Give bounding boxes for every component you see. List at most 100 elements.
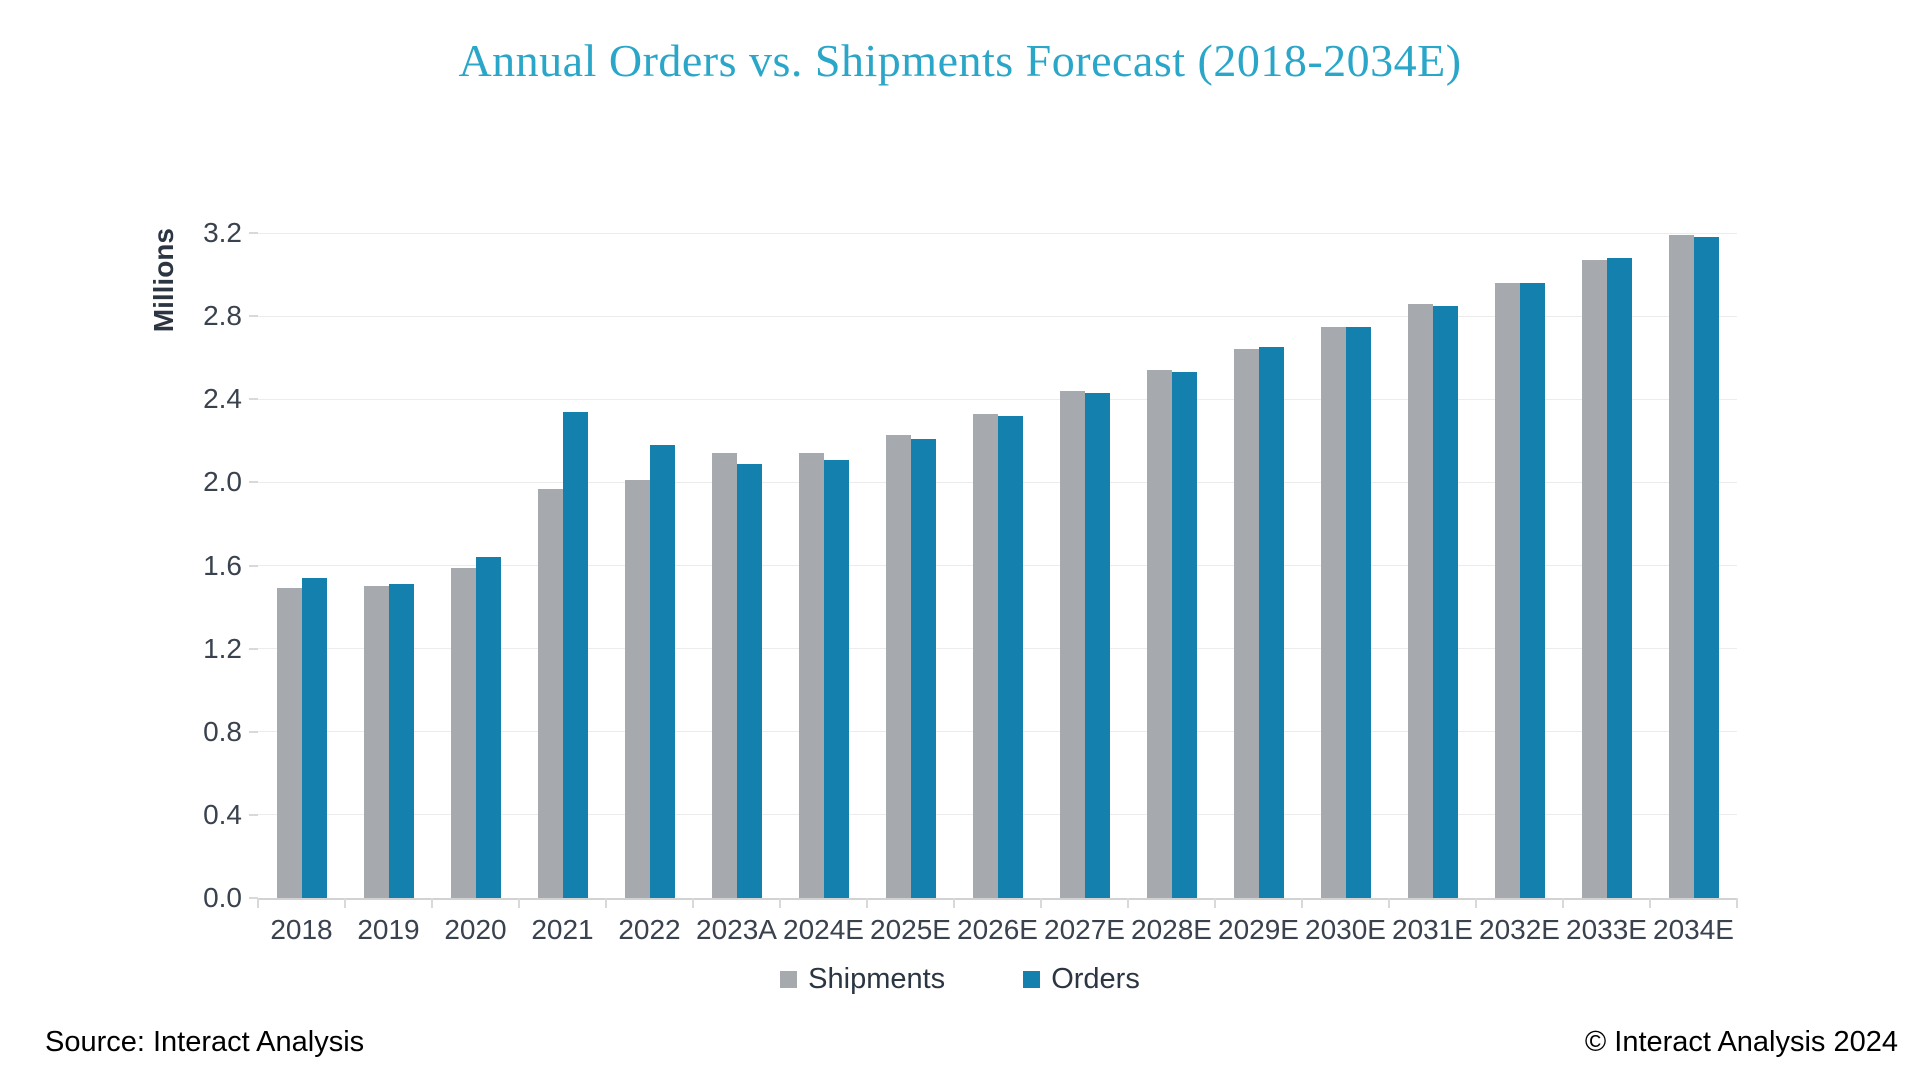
x-axis-tick <box>1301 898 1303 908</box>
x-tick-label: 2034E <box>1653 914 1734 945</box>
legend: Shipments Orders <box>0 963 1920 996</box>
bar-shipments-2019 <box>363 586 389 898</box>
bar-shipments-2032E <box>1494 282 1520 898</box>
bar-orders-2034E <box>1693 237 1719 898</box>
x-axis-tick <box>518 898 520 908</box>
x-axis-tick <box>605 898 607 908</box>
gridline <box>258 232 1737 234</box>
x-axis-tick <box>1214 898 1216 908</box>
bar-shipments-2025E <box>885 434 911 898</box>
y-tick-label: 0.8 <box>203 715 242 747</box>
bar-orders-2028E <box>1171 372 1197 898</box>
bar-orders-2020 <box>475 557 501 898</box>
copyright-note: © Interact Analysis 2024 <box>1584 1026 1898 1058</box>
x-axis-tick <box>431 898 433 908</box>
bar-orders-2018 <box>301 577 327 898</box>
x-axis-tick <box>866 898 868 908</box>
x-tick-label: 2018 <box>270 914 333 945</box>
x-tick-label: 2025E <box>870 914 951 945</box>
x-tick-label: 2019 <box>357 914 420 945</box>
bar-shipments-2024E <box>798 453 824 898</box>
x-axis-tick <box>692 898 694 908</box>
y-tick-label: 1.2 <box>203 632 242 664</box>
legend-swatch-icon <box>1023 971 1041 988</box>
bar-orders-2021 <box>562 411 588 898</box>
bar-orders-2027E <box>1084 393 1110 898</box>
plot-area: 0.0 0.4 0.8 1.2 1.6 2.0 2.4 2.8 3.2 2018 2019 2020 2… <box>203 217 1738 945</box>
x-tick-label: 2033E <box>1566 914 1647 945</box>
gridline <box>258 398 1737 400</box>
x-tick-label: 2020 <box>444 914 507 945</box>
bar-orders-2032E <box>1519 282 1545 898</box>
bar-shipments-2022 <box>624 480 650 898</box>
x-axis-tick <box>1040 898 1042 908</box>
y-axis-tick <box>249 315 258 318</box>
bar-shipments-2033E <box>1581 260 1607 898</box>
y-tick-label: 3.2 <box>203 217 242 248</box>
y-axis-tick <box>249 730 258 733</box>
y-axis-tick <box>249 897 258 899</box>
bar-shipments-2030E <box>1320 326 1346 898</box>
x-tick-label: 2027E <box>1044 914 1125 945</box>
gridline <box>258 315 1737 317</box>
bar-shipments-2028E <box>1146 370 1172 898</box>
y-axis-tick <box>249 398 258 401</box>
y-tick-label: 0.4 <box>203 798 242 830</box>
y-axis-tick <box>249 481 258 484</box>
y-tick-label: 2.4 <box>203 383 242 415</box>
legend-label: Shipments <box>808 963 946 995</box>
x-tick-label: 2021 <box>531 914 594 945</box>
bar-shipments-2031E <box>1407 303 1433 898</box>
x-axis-tick <box>1649 898 1651 908</box>
bar-orders-2031E <box>1432 305 1458 898</box>
bar-orders-2033E <box>1606 257 1632 898</box>
x-tick-label: 2028E <box>1131 914 1212 945</box>
bar-orders-2026E <box>997 415 1023 898</box>
bar-orders-2025E <box>910 438 936 898</box>
y-axis-tick <box>249 813 258 816</box>
y-axis-tick <box>249 647 258 650</box>
x-tick-label: 2022 <box>618 914 681 945</box>
x-axis-tick <box>953 898 955 908</box>
bar-orders-2024E <box>823 459 849 898</box>
x-axis-tick <box>1562 898 1564 908</box>
x-axis-tick <box>1475 898 1477 908</box>
x-tick-label: 2032E <box>1479 914 1560 945</box>
bar-shipments-2027E <box>1059 390 1085 898</box>
x-tick-label: 2026E <box>957 914 1038 945</box>
x-axis-tick <box>1736 898 1738 908</box>
y-axis-tick <box>249 232 258 234</box>
x-axis-tick <box>1388 898 1390 908</box>
bar-shipments-2018 <box>276 588 302 898</box>
bar-shipments-2023A <box>711 453 737 898</box>
legend-item-orders: Orders <box>1023 963 1140 996</box>
legend-swatch-icon <box>780 971 798 988</box>
bar-orders-2023A <box>736 463 762 898</box>
bar-shipments-2021 <box>537 488 563 898</box>
bar-shipments-2026E <box>972 413 998 898</box>
x-tick-label: 2031E <box>1392 914 1473 945</box>
legend-item-shipments: Shipments <box>780 963 945 996</box>
x-axis-tick <box>257 898 259 908</box>
bar-orders-2030E <box>1345 326 1371 898</box>
bar-orders-2019 <box>388 584 414 898</box>
y-tick-label: 2.8 <box>203 300 242 332</box>
x-tick-label: 2024E <box>783 914 864 945</box>
bar-orders-2029E <box>1258 347 1284 898</box>
x-axis-tick <box>1127 898 1129 908</box>
bar-shipments-2034E <box>1668 235 1694 898</box>
x-axis-tick <box>344 898 346 908</box>
x-tick-label: 2023A <box>696 914 777 945</box>
chart-title: Annual Orders vs. Shipments Forecast (20… <box>458 35 1462 86</box>
y-axis-tick <box>249 564 258 567</box>
bar-shipments-2029E <box>1233 349 1259 898</box>
source-note: Source: Interact Analysis <box>45 1026 365 1058</box>
x-axis-tick <box>779 898 781 908</box>
legend-label: Orders <box>1051 963 1140 995</box>
bar-shipments-2020 <box>450 567 476 898</box>
y-tick-label: 0.0 <box>203 882 242 913</box>
y-tick-label: 1.6 <box>203 549 242 581</box>
bar-orders-2022 <box>649 444 675 898</box>
x-tick-label: 2030E <box>1305 914 1386 945</box>
